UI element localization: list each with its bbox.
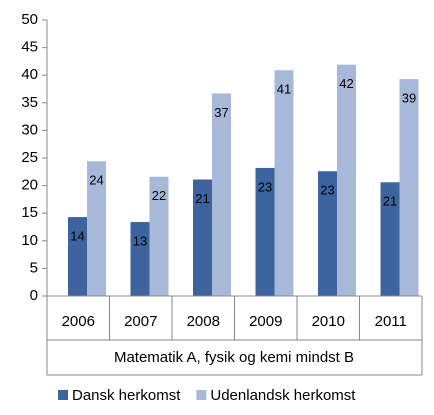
y-tick-label: 15 bbox=[21, 204, 38, 221]
x-tick-label: 2008 bbox=[187, 313, 220, 330]
data-label: 23 bbox=[320, 183, 334, 198]
y-tick-label: 50 bbox=[21, 11, 38, 28]
y-tick-label: 25 bbox=[21, 149, 38, 166]
y-tick-label: 30 bbox=[21, 121, 38, 138]
y-tick-label: 10 bbox=[21, 232, 38, 249]
bar bbox=[399, 79, 419, 297]
x-axis-label: Matematik A, fysik og kemi mindst B bbox=[114, 349, 354, 366]
bar bbox=[212, 93, 231, 296]
y-tick-label: 5 bbox=[30, 259, 38, 276]
x-tick-label: 2009 bbox=[249, 313, 282, 330]
data-label: 39 bbox=[402, 91, 416, 106]
data-label: 24 bbox=[89, 173, 103, 188]
data-label: 42 bbox=[339, 76, 353, 91]
legend-label: Dansk herkomst bbox=[72, 387, 181, 404]
data-label: 21 bbox=[195, 191, 209, 206]
x-tick-label: 2007 bbox=[124, 313, 157, 330]
bar bbox=[193, 179, 212, 296]
y-tick-label: 0 bbox=[30, 287, 38, 304]
data-label: 41 bbox=[277, 82, 291, 97]
y-tick-label: 20 bbox=[21, 177, 38, 194]
data-label: 21 bbox=[383, 194, 397, 209]
data-label: 23 bbox=[258, 179, 272, 194]
bar bbox=[274, 70, 294, 297]
data-label: 22 bbox=[152, 188, 166, 203]
legend-swatch bbox=[58, 390, 68, 400]
data-label: 13 bbox=[133, 233, 147, 248]
legend-label: Udenlandsk herkomst bbox=[210, 387, 356, 404]
bar bbox=[318, 171, 337, 296]
x-tick-label: 2010 bbox=[312, 313, 345, 330]
bar bbox=[68, 217, 87, 296]
bar bbox=[130, 222, 150, 296]
y-tick-label: 35 bbox=[21, 94, 38, 111]
bar bbox=[337, 64, 356, 296]
bar bbox=[87, 161, 106, 296]
legend-swatch bbox=[196, 390, 207, 400]
y-tick-label: 45 bbox=[21, 39, 38, 56]
bar bbox=[255, 167, 275, 296]
bar bbox=[380, 182, 400, 296]
data-label: 14 bbox=[70, 229, 84, 244]
x-tick-label: 2006 bbox=[62, 313, 95, 330]
bar bbox=[149, 176, 169, 296]
x-tick-label: 2011 bbox=[375, 313, 407, 330]
y-tick-label: 40 bbox=[21, 66, 38, 83]
data-label: 37 bbox=[214, 105, 228, 120]
